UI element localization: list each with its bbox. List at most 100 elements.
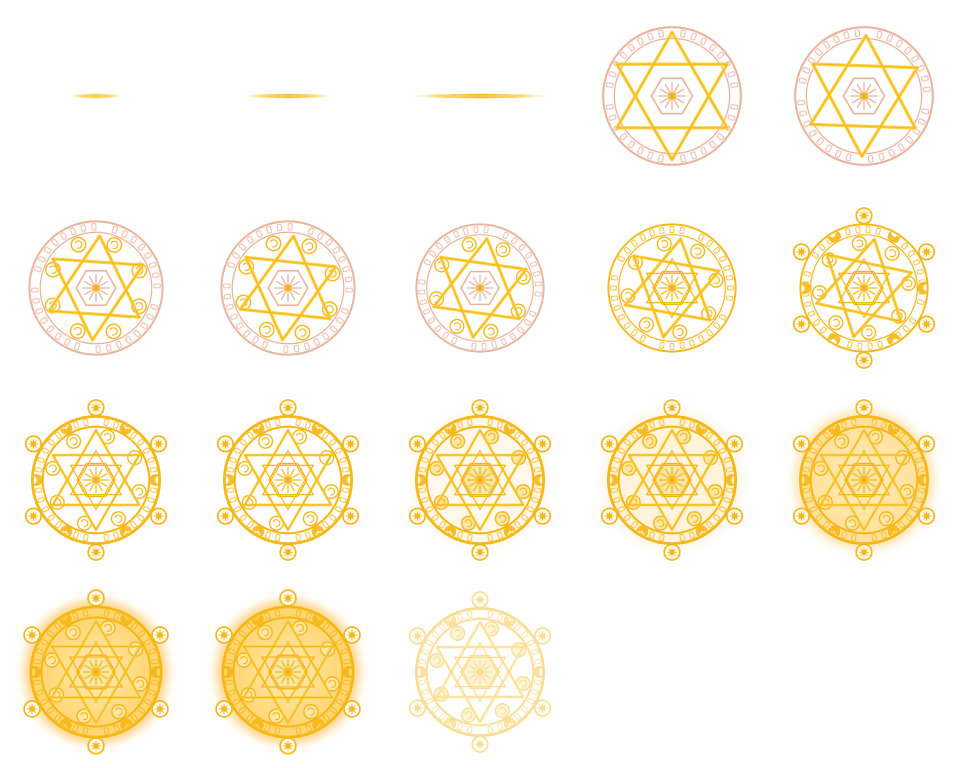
- inner-ring: [40, 616, 152, 728]
- rune-band: [31, 223, 161, 353]
- hexagram: [51, 428, 141, 532]
- sprite-frame-art: [24, 399, 168, 561]
- sprite-frame: [192, 192, 384, 384]
- hexagram: [243, 428, 333, 532]
- hexagram: [808, 33, 920, 159]
- sprite-frame-art: [415, 223, 545, 353]
- hexagram: [615, 30, 729, 162]
- center-dot: [668, 284, 676, 292]
- magic-circle: [602, 26, 742, 166]
- sprite-frame: [384, 576, 576, 768]
- inner-triangles: [69, 640, 123, 704]
- center-dot: [860, 92, 868, 100]
- swirl-medallions: [45, 429, 147, 531]
- sprite-frame: [576, 192, 768, 384]
- center-dot: [476, 476, 484, 484]
- outer-ring: [607, 223, 737, 353]
- center-dot: [92, 284, 100, 292]
- magic-circle: [28, 220, 164, 356]
- sprite-frame-art: [28, 220, 164, 356]
- swirl-medallions: [811, 235, 917, 341]
- hexagram: [819, 428, 909, 532]
- hexagram: [432, 237, 528, 339]
- center-sunburst: [467, 659, 493, 685]
- hexagram: [623, 237, 721, 339]
- orbit-tokens: [792, 207, 936, 369]
- hexagram: [50, 619, 142, 725]
- center-hexagon: [460, 654, 500, 690]
- sprite-frame-art: [792, 207, 936, 369]
- sprite-frame: [384, 192, 576, 384]
- hexagram: [815, 237, 913, 339]
- inner-ring: [425, 617, 535, 727]
- hexagram: [627, 428, 717, 532]
- inner-ring: [425, 425, 535, 535]
- sprite-frame: [0, 576, 192, 768]
- center-dot: [92, 476, 100, 484]
- inner-ring: [232, 616, 344, 728]
- sprite-frame: [576, 384, 768, 576]
- magic-circle: [792, 399, 936, 561]
- center-dot: [284, 668, 292, 676]
- sprite-frame: [576, 0, 768, 192]
- inner-triangles: [645, 449, 699, 511]
- center-dot: [860, 476, 868, 484]
- inner-ring: [618, 234, 726, 342]
- center-dot: [92, 668, 100, 676]
- magic-circle: [215, 589, 361, 755]
- orbit-tokens: [23, 589, 169, 755]
- center-dot: [668, 476, 676, 484]
- center-dot: [860, 284, 868, 292]
- orbit-tokens: [792, 399, 936, 561]
- outer-ring: [794, 26, 934, 166]
- magic-circle: [792, 207, 936, 369]
- hexagram: [435, 620, 525, 724]
- outer-ring: [414, 606, 546, 738]
- orbit-tokens: [408, 591, 552, 753]
- inner-triangles: [453, 641, 507, 703]
- hexagram: [238, 234, 338, 342]
- sprite-frame: [768, 384, 960, 576]
- outer-ring: [606, 414, 738, 546]
- outer-ring: [29, 605, 163, 739]
- inner-ring: [233, 425, 343, 535]
- center-hexagon: [268, 462, 308, 498]
- sprite-frame: [384, 384, 576, 576]
- inner-triangles: [453, 449, 507, 511]
- center-dot: [476, 668, 484, 676]
- sprite-frame-art: [23, 589, 169, 755]
- magic-circle: [24, 399, 168, 561]
- center-dot: [284, 284, 292, 292]
- swirl-medallions: [236, 620, 340, 724]
- magic-circle: [415, 223, 545, 353]
- swirl-medallions: [44, 236, 148, 340]
- magic-circle: [23, 589, 169, 755]
- inner-triangles: [261, 640, 315, 704]
- hexagram: [435, 428, 525, 532]
- sprite-frame: [768, 0, 960, 192]
- sprite-frame-art: [216, 399, 360, 561]
- rune-band: [418, 226, 542, 350]
- inner-ring: [231, 231, 345, 345]
- inner-triangles: [645, 257, 699, 319]
- sprite-frame-art: [792, 399, 936, 561]
- rune-band: [223, 223, 353, 353]
- sprite-frame: [0, 0, 192, 192]
- spell-line-core: [426, 95, 534, 97]
- sprite-frame-art: [600, 399, 744, 561]
- sprite-frame: [192, 576, 384, 768]
- center-hexagon: [652, 270, 692, 306]
- rune-band: [610, 226, 734, 350]
- center-dot: [284, 476, 292, 484]
- outer-ring: [28, 220, 164, 356]
- sprite-frame-art: [410, 93, 550, 99]
- outer-ring: [221, 605, 355, 739]
- magic-circle: [216, 399, 360, 561]
- outer-ring: [602, 26, 742, 166]
- orbit-tokens: [216, 399, 360, 561]
- center-hexagon: [75, 270, 117, 306]
- sprite-frame: [192, 0, 384, 192]
- inner-ring: [617, 425, 727, 535]
- sprite-frame: [384, 0, 576, 192]
- center-hexagon: [842, 77, 886, 115]
